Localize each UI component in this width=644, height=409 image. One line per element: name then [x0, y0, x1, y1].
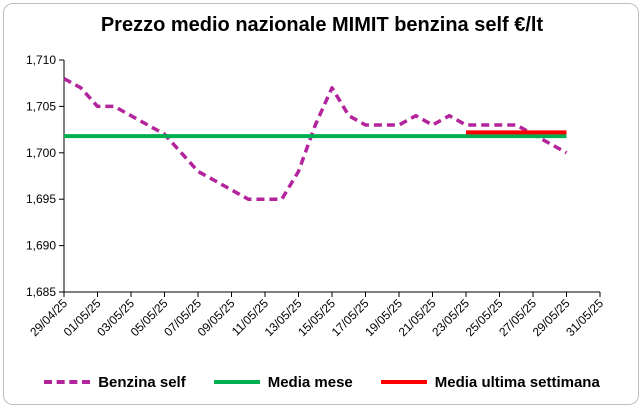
y-tick-label: 1,685 — [26, 285, 56, 299]
legend-swatch-benzina-self — [44, 380, 91, 384]
y-tick-label: 1,695 — [26, 192, 56, 206]
x-tick-label: 09/05/25 — [195, 296, 238, 339]
y-tick-label: 1,705 — [26, 99, 56, 113]
legend-item-benzina-self: Benzina self — [44, 374, 186, 391]
y-tick-label: 1,710 — [26, 53, 56, 67]
chart-axes — [63, 60, 600, 293]
legend-label-media-mese: Media mese — [267, 373, 353, 391]
legend-label-media-ultima-settimana: Media ultima settimana — [434, 373, 600, 391]
series-line-benzina-self — [63, 77, 568, 201]
legend-item-media-mese: Media mese — [213, 373, 353, 391]
x-tick-label: 31/05/25 — [563, 296, 606, 339]
legend-label-benzina-self: Benzina self — [98, 373, 186, 391]
legend-swatch-media-mese — [213, 380, 260, 384]
y-axis-ticks: 1,685 1,690 1,695 1,700 1,705 1,710 — [26, 53, 64, 299]
legend-item-media-ultima-settimana: Media ultima settimana — [380, 373, 600, 391]
y-tick-label: 1,700 — [26, 146, 56, 160]
chart-series — [63, 77, 568, 201]
y-tick-label: 1,690 — [26, 239, 56, 253]
chart-legend: Benzina self Media mese Media ultima set… — [0, 371, 644, 393]
chart-title: Prezzo medio nazionale MIMIT benzina sel… — [100, 14, 544, 36]
legend-swatch-media-ultima-settimana — [380, 380, 427, 384]
x-axis-ticks: 29/04/2501/05/2503/05/2505/05/2507/05/25… — [27, 292, 606, 339]
chart-frame — [3, 3, 639, 405]
